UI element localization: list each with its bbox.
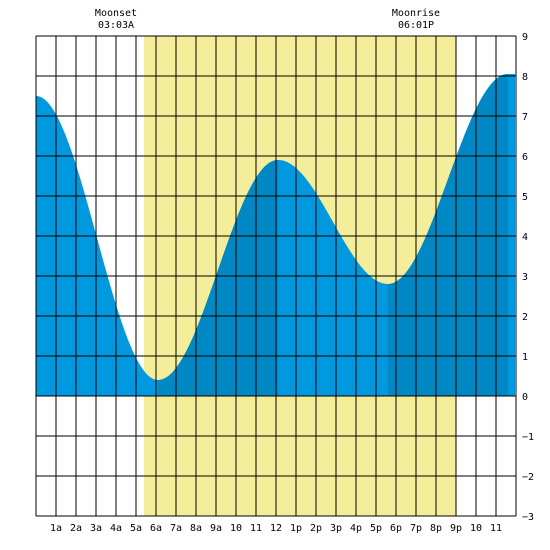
y-tick-label: 1 <box>522 352 528 363</box>
x-tick-label: 3a <box>90 523 102 534</box>
x-tick-label: 11 <box>250 523 262 534</box>
x-tick-label: 4a <box>110 523 122 534</box>
x-tick-label: 9p <box>450 523 462 534</box>
x-tick-label: 7p <box>410 523 422 534</box>
moon-event-time: 06:01P <box>398 20 434 31</box>
x-tick-labels: 1a 2a 3a 4a 5a 6a 7a 8a 9a 10 11 12 1p 2p 3p 4p 5p 6p 7p 8p… <box>50 523 502 534</box>
y-tick-label: 5 <box>522 192 528 203</box>
y-tick-label: 7 <box>522 112 528 123</box>
x-tick-label: 12 <box>270 523 282 534</box>
x-tick-label: 5a <box>130 523 142 534</box>
x-tick-label: 2p <box>310 523 322 534</box>
x-tick-label: 6a <box>150 523 162 534</box>
y-tick-labels: 9 8 7 6 5 4 3 2 1 0 −1 −2 −3 <box>522 32 534 523</box>
y-tick-label: 3 <box>522 272 528 283</box>
x-tick-label: 9a <box>210 523 222 534</box>
x-tick-label: 2a <box>70 523 82 534</box>
x-tick-label: 3p <box>330 523 342 534</box>
x-tick-label: 4p <box>350 523 362 534</box>
y-tick-label: 6 <box>522 152 528 163</box>
moon-event-title: Moonset <box>95 8 137 19</box>
y-tick-label: 4 <box>522 232 528 243</box>
y-tick-label: −1 <box>522 432 534 443</box>
x-tick-label: 8p <box>430 523 442 534</box>
y-tick-label: −3 <box>522 512 534 523</box>
y-tick-label: 0 <box>522 392 528 403</box>
moon-event-title: Moonrise <box>392 8 440 19</box>
y-tick-label: 9 <box>522 32 528 43</box>
x-tick-label: 7a <box>170 523 182 534</box>
moon-event-time: 03:03A <box>98 20 134 31</box>
x-tick-label: 8a <box>190 523 202 534</box>
y-tick-label: −2 <box>522 472 534 483</box>
y-tick-label: 2 <box>522 312 528 323</box>
x-tick-label: 10 <box>470 523 482 534</box>
x-tick-label: 11 <box>490 523 502 534</box>
x-tick-label: 5p <box>370 523 382 534</box>
x-tick-label: 6p <box>390 523 402 534</box>
x-tick-label: 1p <box>290 523 302 534</box>
x-tick-label: 1a <box>50 523 62 534</box>
x-tick-label: 10 <box>230 523 242 534</box>
y-tick-label: 8 <box>522 72 528 83</box>
grid-layer <box>35 35 517 517</box>
